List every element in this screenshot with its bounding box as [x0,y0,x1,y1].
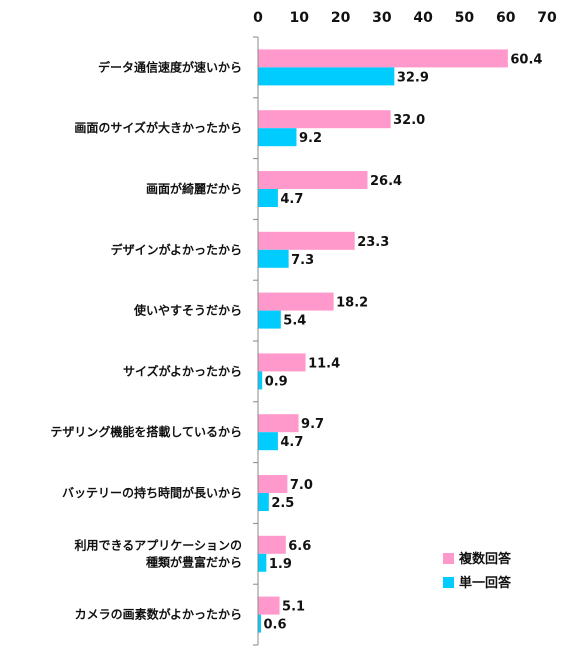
data-label-single-2: 4.7 [280,192,303,207]
bar-single-5 [258,371,263,390]
data-label-single-4: 5.4 [283,314,306,329]
category-label-8-line-0: 利用できるアプリケーションの [74,537,242,552]
data-label-multiple-9: 5.1 [282,600,305,615]
data-label-single-3: 7.3 [291,253,314,268]
bars-layer [258,49,508,633]
data-label-single-7: 2.5 [271,496,294,511]
bar-single-8 [258,553,267,572]
legend-swatch-multiple [443,553,454,564]
category-label-6: テザリング機能を搭載しているから [50,424,242,439]
x-tick-label-0: 0 [253,10,263,26]
axis-layer: 0 10 20 30 40 50 60 70 [253,10,557,646]
bar-multiple-1 [258,110,391,129]
category-label-5: サイズがよかったから [123,363,242,378]
data-label-multiple-7: 7.0 [290,478,313,493]
bar-single-3 [258,249,289,268]
bar-single-7 [258,493,269,511]
data-label-single-5: 0.9 [265,374,288,389]
bar-multiple-2 [258,171,368,189]
bar-single-0 [258,67,395,86]
bar-multiple-9 [258,596,280,615]
bar-single-2 [258,189,278,207]
x-tick-label-30: 30 [372,10,392,26]
category-label-4: 使いやすそうだから [133,303,242,318]
bar-single-9 [258,614,261,633]
x-tick-label-40: 40 [413,10,433,26]
x-tick-label-50: 50 [455,10,475,26]
data-label-multiple-5: 11.4 [308,356,340,371]
category-label-3: デザインがよかったから [111,242,242,257]
bar-single-6 [258,432,278,451]
data-label-multiple-6: 9.7 [301,417,324,432]
bar-multiple-0 [258,49,508,68]
category-label-1: 画面のサイズが大きかったから [74,120,242,135]
bar-multiple-3 [258,231,355,250]
data-label-single-8: 1.9 [269,557,292,572]
category-label-0: データ通信速度が速いから [98,59,242,74]
bar-multiple-8 [258,535,286,554]
legend-swatch-single [443,577,454,588]
category-label-7: バッテリーの持ち時間が長いから [62,485,242,500]
labels-layer: 60.4 32.9 データ通信速度が速いから 32.0 9.2 画面のサイズが大きかったか… [50,52,542,632]
x-tick-label-20: 20 [331,10,351,26]
bar-multiple-6 [258,414,299,433]
legend-label-multiple: 複数回答 [458,551,512,567]
bar-single-4 [258,310,281,329]
bar-single-1 [258,128,297,147]
bar-multiple-5 [258,353,306,372]
category-label-8-line-1: 種類が豊富だから [146,554,242,569]
data-label-multiple-0: 60.4 [510,52,542,67]
data-label-multiple-8: 6.6 [288,539,311,554]
data-label-single-6: 4.7 [280,435,303,450]
data-label-multiple-2: 26.4 [370,174,402,189]
x-tick-label-60: 60 [496,10,516,26]
data-label-multiple-1: 32.0 [393,113,425,128]
legend-label-single: 単一回答 [459,575,512,591]
x-tick-label-10: 10 [290,10,310,26]
category-label-9: カメラの画素数がよかったから [75,607,242,622]
bar-multiple-7 [258,475,288,493]
x-tick-label-70: 70 [537,10,557,26]
data-label-single-9: 0.6 [263,618,286,633]
category-label-2: 画面が綺麗だから [146,181,242,196]
data-label-multiple-3: 23.3 [357,235,389,250]
data-label-single-0: 32.9 [397,70,429,85]
data-label-multiple-4: 18.2 [336,296,368,311]
data-label-single-1: 9.2 [299,131,322,146]
bar-multiple-4 [258,292,334,311]
